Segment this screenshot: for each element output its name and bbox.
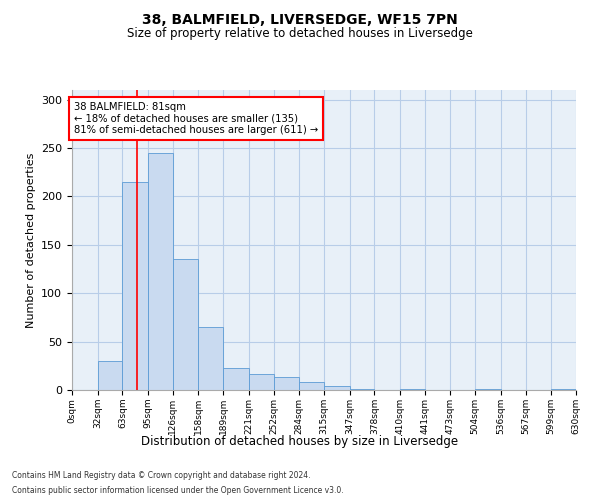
Bar: [324, 386, 350, 390]
Text: 38, BALMFIELD, LIVERSEDGE, WF15 7PN: 38, BALMFIELD, LIVERSEDGE, WF15 7PN: [142, 12, 458, 26]
Bar: [551, 389, 576, 390]
Bar: [274, 378, 299, 390]
Bar: [122, 182, 148, 390]
Text: Contains public sector information licensed under the Open Government Licence v3: Contains public sector information licen…: [12, 486, 344, 495]
Bar: [173, 260, 199, 390]
Bar: [148, 153, 173, 390]
Bar: [249, 374, 274, 390]
Text: Distribution of detached houses by size in Liversedge: Distribution of detached houses by size …: [142, 435, 458, 448]
Text: Size of property relative to detached houses in Liversedge: Size of property relative to detached ho…: [127, 28, 473, 40]
Bar: [199, 327, 223, 390]
Bar: [98, 361, 122, 390]
Bar: [299, 382, 324, 390]
Text: 38 BALMFIELD: 81sqm
← 18% of detached houses are smaller (135)
81% of semi-detac: 38 BALMFIELD: 81sqm ← 18% of detached ho…: [74, 102, 318, 135]
Bar: [400, 389, 425, 390]
Bar: [475, 389, 501, 390]
Bar: [350, 389, 374, 390]
Y-axis label: Number of detached properties: Number of detached properties: [26, 152, 35, 328]
Bar: [223, 368, 249, 390]
Text: Contains HM Land Registry data © Crown copyright and database right 2024.: Contains HM Land Registry data © Crown c…: [12, 471, 311, 480]
